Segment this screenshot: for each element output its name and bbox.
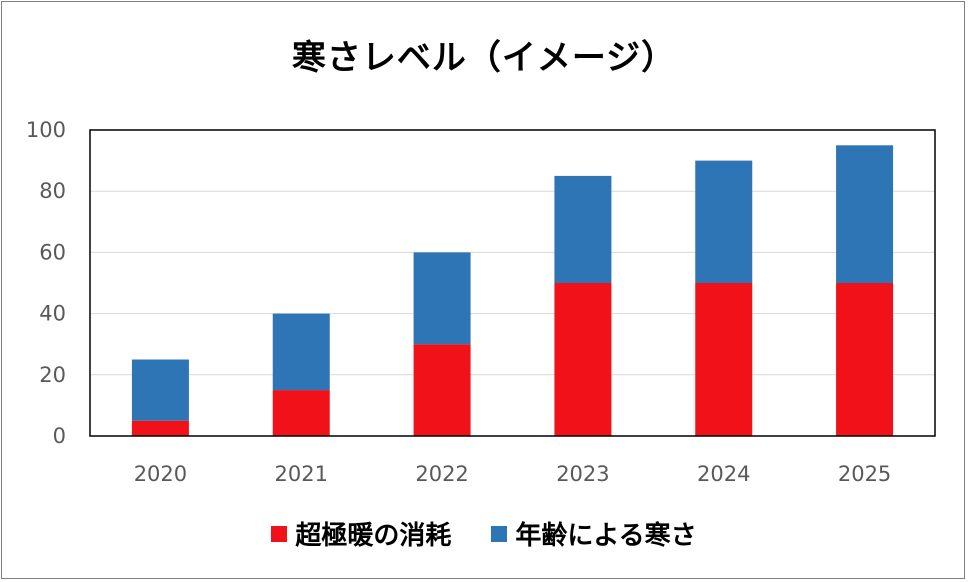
bar-2024-series-2 [695, 160, 753, 283]
bar-2025-series-1 [836, 283, 894, 436]
x-tick-label: 2024 [697, 462, 750, 486]
bar-2023-series-1 [554, 283, 612, 436]
y-tick-label: 40 [39, 302, 66, 326]
x-tick-label: 2023 [556, 462, 609, 486]
bar-2021-series-2 [272, 313, 330, 391]
bar-2024-series-1 [695, 283, 753, 436]
legend-item-series-1: 超極暖の消耗 [271, 515, 451, 552]
x-axis-ticks: 2020 2021 2022 2023 2024 2025 [134, 462, 892, 486]
x-tick-label: 2025 [838, 462, 891, 486]
plot-area-border [89, 129, 936, 437]
grid [90, 129, 935, 437]
bar-2023-series-2 [554, 175, 612, 283]
bar-2020-series-1 [131, 420, 189, 436]
y-tick-label: 60 [39, 240, 66, 264]
y-tick-label: 20 [39, 363, 66, 387]
y-tick-label: 80 [39, 179, 66, 203]
legend-swatch-series-1 [271, 525, 288, 542]
y-axis-ticks: 0 20 40 60 80 100 [26, 118, 66, 448]
legend-swatch-series-2 [491, 525, 508, 542]
legend-item-series-2: 年齢による寒さ [491, 515, 697, 552]
x-tick-label: 2020 [134, 462, 187, 486]
bar-2025-series-2 [836, 145, 894, 283]
x-tick-label: 2022 [415, 462, 468, 486]
bar-2021-series-1 [272, 390, 330, 436]
bar-2022-series-1 [413, 344, 471, 436]
bar-2022-series-2 [413, 252, 471, 345]
x-tick-label: 2021 [275, 462, 328, 486]
bar-2020-series-2 [131, 359, 189, 421]
legend-label-series-2: 年齢による寒さ [515, 521, 697, 551]
y-tick-label: 0 [53, 424, 66, 448]
chart-title: 寒さレベル（イメージ） [291, 38, 677, 78]
legend: 超極暖の消耗 年齢による寒さ [0, 515, 968, 552]
legend-label-series-1: 超極暖の消耗 [295, 521, 452, 551]
y-tick-label: 100 [26, 118, 66, 142]
bars [131, 145, 894, 436]
